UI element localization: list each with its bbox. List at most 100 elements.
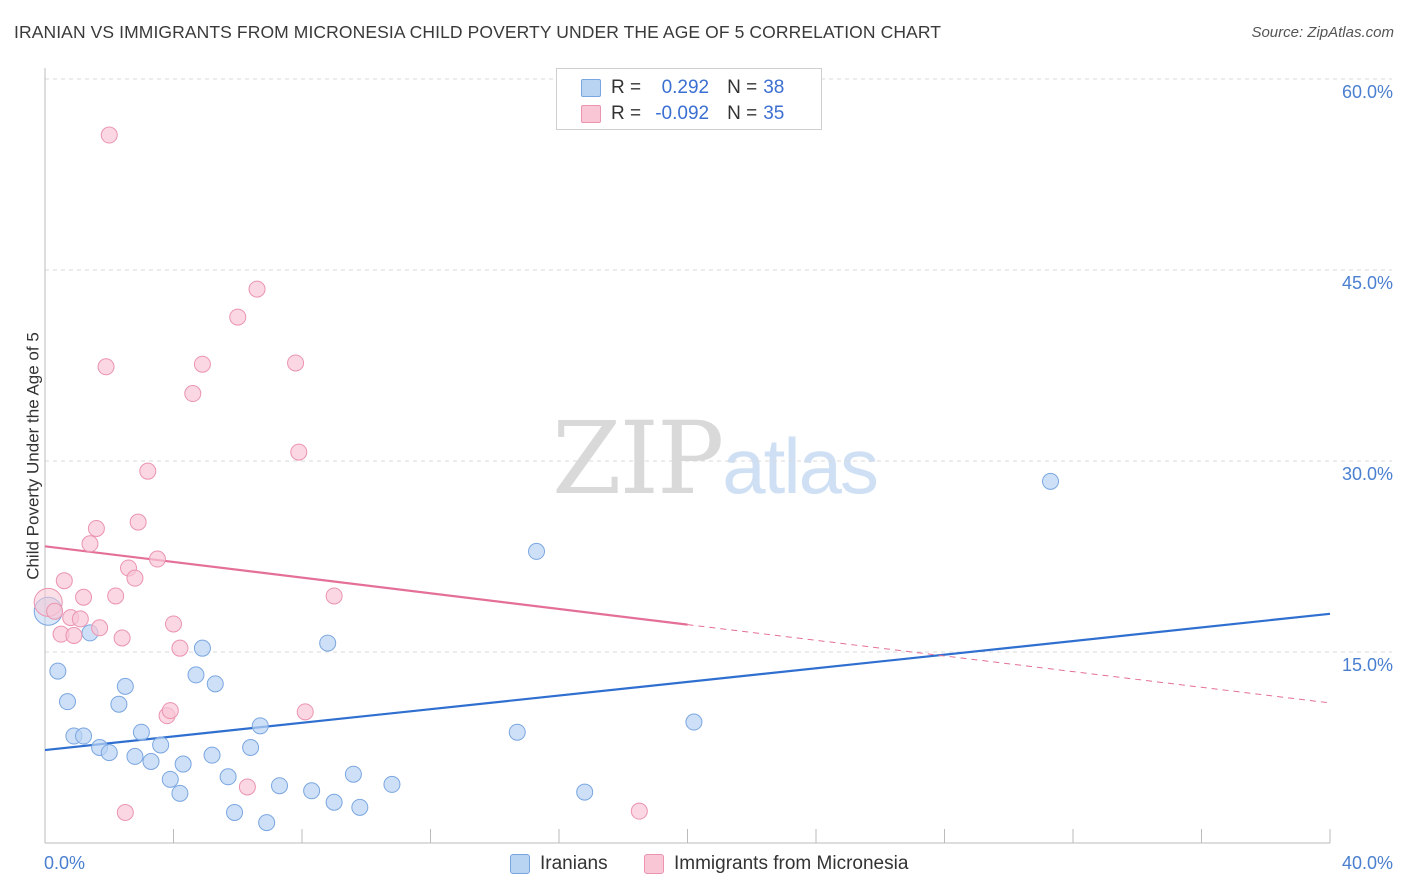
point-micronesia [65, 626, 83, 644]
point-micronesia [148, 550, 166, 568]
bottom-legend-iranians: Iranians [510, 851, 608, 877]
point-iranians [100, 744, 118, 762]
point-iranians [319, 634, 337, 652]
legend-r-value: -0.092 [655, 103, 710, 124]
point-micronesia [113, 629, 131, 647]
point-iranians [49, 662, 67, 680]
point-micronesia [184, 385, 202, 403]
point-micronesia [75, 588, 93, 606]
point-iranians [242, 739, 260, 756]
legend-n-value: 38 [763, 77, 785, 98]
chart-title: IRANIAN VS IMMIGRANTS FROM MICRONESIA CH… [14, 22, 942, 42]
point-iranians [110, 695, 128, 713]
point-iranians [226, 803, 244, 821]
point-iranians [344, 765, 362, 783]
point-micronesia [630, 802, 648, 820]
point-iranians [203, 746, 221, 764]
y-tick-label: 60.0% [1342, 82, 1393, 102]
point-micronesia [238, 778, 256, 796]
axes [44, 68, 1331, 844]
y-tick-label: 30.0% [1342, 464, 1393, 484]
legend-row-micronesia: R = -0.092 N = 35 [581, 102, 784, 126]
point-micronesia [116, 803, 134, 821]
tick-labels: 15.0% 30.0% 45.0% 60.0% 0.0% 40.0% [44, 82, 1393, 873]
point-micronesia [161, 702, 179, 720]
point-iranians [219, 768, 237, 786]
point-iranians [161, 770, 179, 788]
legend-n-label: N = [727, 77, 758, 98]
bottom-legend-label: Iranians [540, 853, 608, 874]
point-iranians [303, 782, 321, 800]
point-iranians [351, 798, 369, 816]
bottom-legend-swatch-pink [644, 854, 664, 874]
point-micronesia [81, 535, 99, 553]
point-micronesia [165, 615, 182, 633]
legend-swatch-blue [581, 79, 601, 97]
legend-r-label: R = [611, 103, 642, 124]
point-iranians [685, 713, 703, 731]
data-points [33, 126, 1060, 832]
point-iranians [508, 723, 526, 741]
y-axis-label: Child Poverty Under the Age of 5 [23, 332, 42, 580]
legend-row-iranians: R = 0.292 N = 38 [581, 76, 784, 100]
point-micronesia [100, 126, 118, 144]
point-micronesia [296, 703, 314, 721]
point-micronesia [87, 519, 105, 537]
point-micronesia [325, 587, 343, 605]
point-micronesia [97, 358, 115, 376]
x-tick-label: 0.0% [44, 853, 85, 873]
point-micronesia [229, 308, 247, 326]
point-iranians [383, 775, 401, 793]
source-credit: Source: ZipAtlas.com [1251, 24, 1394, 41]
bottom-legend-swatch-blue [510, 854, 530, 874]
trend-line-iranians [44, 612, 1331, 752]
point-iranians [142, 753, 160, 771]
point-iranians [171, 784, 189, 802]
point-iranians [75, 727, 93, 745]
y-tick-label: 15.0% [1342, 655, 1393, 675]
gridlines [45, 78, 1392, 653]
point-micronesia [126, 569, 144, 587]
point-iranians [132, 723, 150, 741]
point-iranians [206, 675, 224, 693]
point-micronesia [171, 639, 189, 657]
point-iranians [187, 666, 205, 684]
point-iranians [271, 777, 289, 795]
legend-swatch-pink [581, 105, 601, 123]
point-iranians [576, 783, 594, 801]
watermark-zip: ZIP [552, 400, 724, 517]
watermark: ZIPatlas [552, 400, 879, 517]
point-micronesia [139, 462, 157, 480]
point-micronesia [46, 602, 64, 620]
point-micronesia [129, 513, 147, 531]
x-tick-label: 40.0% [1342, 853, 1393, 873]
legend-n-value: 35 [763, 103, 785, 124]
point-micronesia [71, 610, 89, 628]
point-iranians [193, 639, 211, 657]
point-micronesia [193, 355, 211, 373]
legend-r-label: R = [611, 77, 642, 98]
point-iranians [152, 736, 170, 754]
bottom-legend-label: Immigrants from Micronesia [674, 853, 909, 874]
correlation-legend: R = 0.292 N = 38 R = -0.092 N = 35 [556, 68, 822, 130]
point-iranians [116, 677, 134, 695]
bottom-legend-micronesia: Immigrants from Micronesia [644, 851, 908, 877]
point-iranians [174, 755, 192, 773]
legend-n-label: N = [727, 103, 758, 124]
point-micronesia [55, 572, 73, 590]
trend-line-micronesia-extrapolated [687, 624, 1331, 704]
point-iranians [1042, 472, 1060, 490]
point-iranians [325, 793, 343, 811]
point-iranians [528, 542, 546, 560]
point-micronesia [287, 354, 305, 372]
watermark-atlas: atlas [722, 422, 879, 510]
point-iranians [58, 693, 76, 711]
point-iranians [258, 814, 276, 832]
point-iranians [126, 747, 144, 765]
y-tick-label: 45.0% [1342, 273, 1393, 293]
point-micronesia [91, 619, 109, 637]
point-iranians [251, 717, 269, 735]
point-micronesia [290, 443, 308, 461]
legend-r-value: 0.292 [661, 77, 710, 98]
